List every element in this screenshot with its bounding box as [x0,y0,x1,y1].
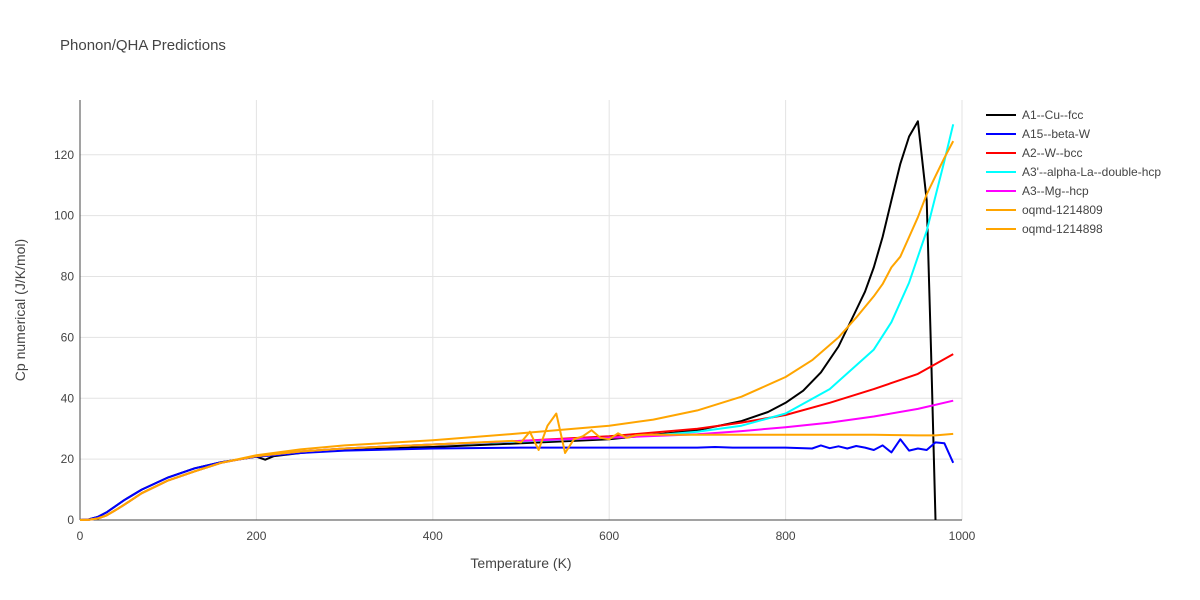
legend-label: oqmd-1214809 [1022,203,1103,217]
gridlines [80,100,963,520]
y-tick-label: 20 [61,452,75,466]
legend[interactable]: A1--Cu--fcc A15--beta-W A2--W--bcc A3'--alp… [986,108,1161,236]
x-tick-label: 0 [77,529,84,543]
x-tick-label: 200 [246,529,266,543]
series-line-3 [79,124,955,521]
legend-label: A3'--alpha-La--double-hcp [1022,165,1161,179]
x-tick-label: 800 [776,529,796,543]
legend-item[interactable]: A3--Mg--hcp [986,184,1089,198]
axes: 0 200 400 600 800 1000 0 20 40 60 80 100 120 [54,100,976,543]
y-tick-label: 100 [54,209,74,223]
series-lines [79,120,955,521]
series-line-6 [79,140,955,521]
y-tick-label: 120 [54,148,74,162]
legend-label: A3--Mg--hcp [1022,184,1089,198]
series-line-4 [79,399,954,521]
x-tick-label: 600 [599,529,619,543]
y-tick-label: 60 [61,330,75,344]
legend-item[interactable]: oqmd-1214898 [986,222,1103,236]
series-line-2 [79,353,954,521]
chart-title: Phonon/QHA Predictions [60,37,226,54]
x-tick-label: 400 [423,529,443,543]
y-tick-label: 40 [61,391,75,405]
legend-label: A1--Cu--fcc [1022,108,1083,122]
series-line-1 [79,438,955,521]
legend-label: A2--W--bcc [1022,146,1082,160]
legend-item[interactable]: A2--W--bcc [986,146,1082,160]
y-tick-label: 0 [67,513,74,527]
series-line-0 [79,120,937,521]
legend-item[interactable]: A1--Cu--fcc [986,108,1083,122]
y-axis-label: Cp numerical (J/K/mol) [12,239,28,381]
y-tick-label: 80 [61,270,75,284]
x-tick-label: 1000 [949,529,976,543]
legend-label: oqmd-1214898 [1022,222,1103,236]
legend-item[interactable]: A3'--alpha-La--double-hcp [986,165,1161,179]
legend-label: A15--beta-W [1022,127,1091,141]
legend-item[interactable]: oqmd-1214809 [986,203,1103,217]
x-axis-label: Temperature (K) [470,555,571,571]
legend-item[interactable]: A15--beta-W [986,127,1091,141]
